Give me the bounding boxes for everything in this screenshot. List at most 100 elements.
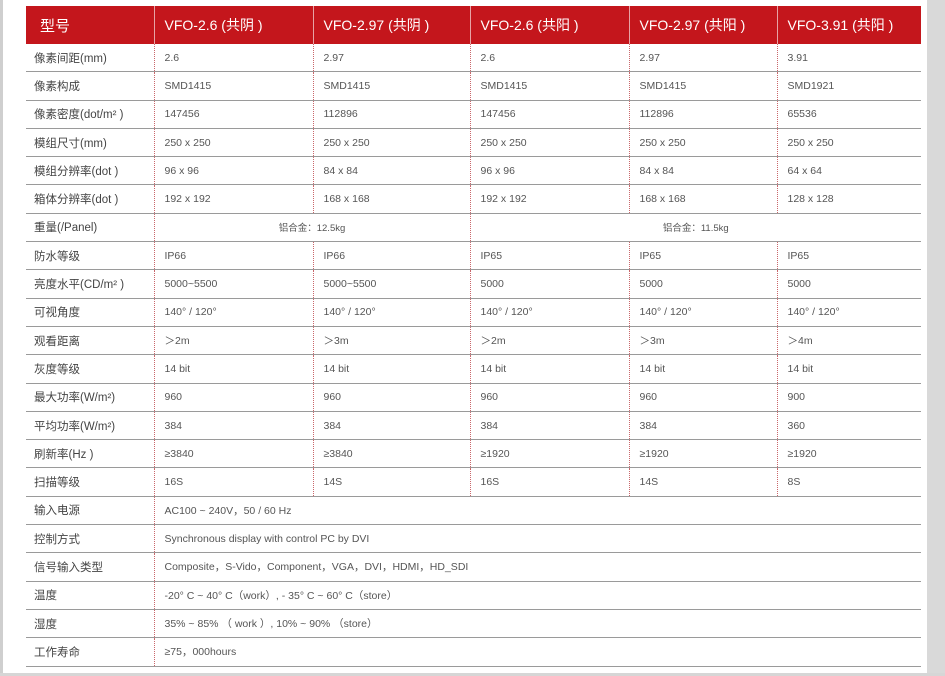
row-label: 平均功率(W/m²) <box>26 411 154 441</box>
full-width-cell: Composite，S-Vido，Component，VGA，DVI，HDMI，… <box>153 552 921 582</box>
table-cell: 5000 <box>776 269 921 299</box>
header-model-4: VFO-2.97 (共阳 ) <box>628 6 777 44</box>
table-row: 湿度 35% ~ 85% （ work ）, 10% ~ 90% （store） <box>26 609 921 639</box>
row-label: 模组分辨率(dot ) <box>26 156 154 186</box>
full-width-cell: AC100 ~ 240V，50 / 60 Hz <box>153 496 921 526</box>
table-cell: 5000 <box>469 269 629 299</box>
row-label: 最大功率(W/m²) <box>26 383 154 412</box>
table-cell: 192 x 192 <box>153 184 313 214</box>
table-cell: 96 x 96 <box>469 156 629 186</box>
table-cell: 250 x 250 <box>628 128 777 158</box>
table-cell: 65536 <box>776 100 921 129</box>
row-label: 扫描等级 <box>26 467 154 497</box>
table-cell: 250 x 250 <box>312 128 470 158</box>
page-right-edge <box>927 0 945 676</box>
table-cell: SMD1921 <box>776 71 921 101</box>
row-label: 像素密度(dot/m² ) <box>26 100 154 129</box>
table-cell: ＞3m <box>312 326 470 356</box>
table-cell: 84 x 84 <box>312 156 470 186</box>
table-cell: 384 <box>153 411 313 441</box>
row-label: 信号输入类型 <box>26 552 154 582</box>
table-cell: 14S <box>312 467 470 497</box>
table-cell: SMD1415 <box>153 71 313 101</box>
table-row: 最大功率(W/m²) 960 960 960 960 900 <box>26 383 921 412</box>
table-cell: 5000~5500 <box>153 269 313 299</box>
table-cell: 384 <box>312 411 470 441</box>
table-cell: 14 bit <box>312 354 470 384</box>
table-cell: 168 x 168 <box>312 184 470 214</box>
table-cell: 250 x 250 <box>776 128 921 158</box>
table-row: 像素密度(dot/m² ) 147456 112896 147456 112896 655… <box>26 100 921 129</box>
table-cell: 960 <box>469 383 629 412</box>
row-label: 灰度等级 <box>26 354 154 384</box>
table-cell: 168 x 168 <box>628 184 777 214</box>
table-cell: 112896 <box>628 100 777 129</box>
table-cell: 147456 <box>469 100 629 129</box>
table-cell: 384 <box>469 411 629 441</box>
table-cell: 360 <box>776 411 921 441</box>
table-row: 灰度等级 14 bit 14 bit 14 bit 14 bit 14 bit <box>26 354 921 384</box>
table-cell: IP65 <box>628 241 777 271</box>
table-row: 模组尺寸(mm) 250 x 250 250 x 250 250 x 250 250 x… <box>26 128 921 158</box>
table-cell: SMD1415 <box>312 71 470 101</box>
table-cell: 16S <box>469 467 629 497</box>
table-row: 箱体分辨率(dot ) 192 x 192 168 x 168 192 x 192 16… <box>26 184 921 214</box>
table-cell: 140° / 120° <box>153 298 313 327</box>
table-cell: 192 x 192 <box>469 184 629 214</box>
row-label: 像素构成 <box>26 71 154 101</box>
table-cell: 140° / 120° <box>776 298 921 327</box>
table-cell: 14 bit <box>469 354 629 384</box>
table-row: 信号输入类型 Composite，S-Vido，Component，VGA，DVI… <box>26 552 921 582</box>
table-row: 重量(/Panel) 铝合金：12.5kg 铝合金：11.5kg <box>26 213 921 243</box>
table-cell: ≥1920 <box>628 439 777 469</box>
table-cell: IP65 <box>469 241 629 271</box>
page-left-edge <box>0 0 3 676</box>
table-cell: 140° / 120° <box>312 298 470 327</box>
row-label: 温度 <box>26 581 154 610</box>
header-row: 型号 VFO-2.6 (共阴 ) VFO-2.97 (共阴 ) VFO-2.6 (共阳… <box>26 6 921 44</box>
header-model-2: VFO-2.97 (共阴 ) <box>312 6 470 44</box>
table-cell: SMD1415 <box>628 71 777 101</box>
table-cell: 16S <box>153 467 313 497</box>
header-model-label: 型号 <box>26 6 154 44</box>
table-cell: 96 x 96 <box>153 156 313 186</box>
table-row: 模组分辨率(dot ) 96 x 96 84 x 84 96 x 96 84 x 84 6… <box>26 156 921 186</box>
table-cell: 960 <box>312 383 470 412</box>
table-cell: 128 x 128 <box>776 184 921 214</box>
table-cell: SMD1415 <box>469 71 629 101</box>
table-cell: 8S <box>776 467 921 497</box>
table-row: 可视角度 140° / 120° 140° / 120° 140° / 120° 140… <box>26 298 921 327</box>
table-cell: IP66 <box>153 241 313 271</box>
table-cell: 900 <box>776 383 921 412</box>
table-cell: 84 x 84 <box>628 156 777 186</box>
table-row: 像素构成 SMD1415 SMD1415 SMD1415 SMD1415 SMD1921 <box>26 71 921 101</box>
table-cell: 960 <box>153 383 313 412</box>
row-label: 像素间距(mm) <box>26 44 154 73</box>
table-cell: 960 <box>628 383 777 412</box>
table-row: 防水等级 IP66 IP66 IP65 IP65 IP65 <box>26 241 921 271</box>
table-cell: 14S <box>628 467 777 497</box>
row-label: 亮度水平(CD/m² ) <box>26 269 154 299</box>
table-cell: 384 <box>628 411 777 441</box>
table-cell: ≥3840 <box>312 439 470 469</box>
table-cell: 14 bit <box>776 354 921 384</box>
table-cell: ＞2m <box>153 326 313 356</box>
table-cell: 5000~5500 <box>312 269 470 299</box>
table-cell: 147456 <box>153 100 313 129</box>
row-label: 湿度 <box>26 609 154 639</box>
table-row: 观看距离 ＞2m ＞3m ＞2m ＞3m ＞4m <box>26 326 921 356</box>
table-row: 工作寿命 ≥75，000hours <box>26 637 921 667</box>
table-cell: IP65 <box>776 241 921 271</box>
header-model-3: VFO-2.6 (共阳 ) <box>469 6 629 44</box>
row-label: 工作寿命 <box>26 637 154 667</box>
header-model-5: VFO-3.91 (共阳 ) <box>776 6 921 44</box>
table-cell: 14 bit <box>153 354 313 384</box>
table-row: 控制方式 Synchronous display with control PC … <box>26 524 921 554</box>
merged-cell: 铝合金：12.5kg <box>153 213 470 243</box>
table-cell: ≥3840 <box>153 439 313 469</box>
table-row: 亮度水平(CD/m² ) 5000~5500 5000~5500 5000 5000 50… <box>26 269 921 299</box>
full-width-cell: ≥75，000hours <box>153 637 921 667</box>
row-label: 可视角度 <box>26 298 154 327</box>
table-cell: 2.6 <box>153 44 313 73</box>
table-cell: 112896 <box>312 100 470 129</box>
